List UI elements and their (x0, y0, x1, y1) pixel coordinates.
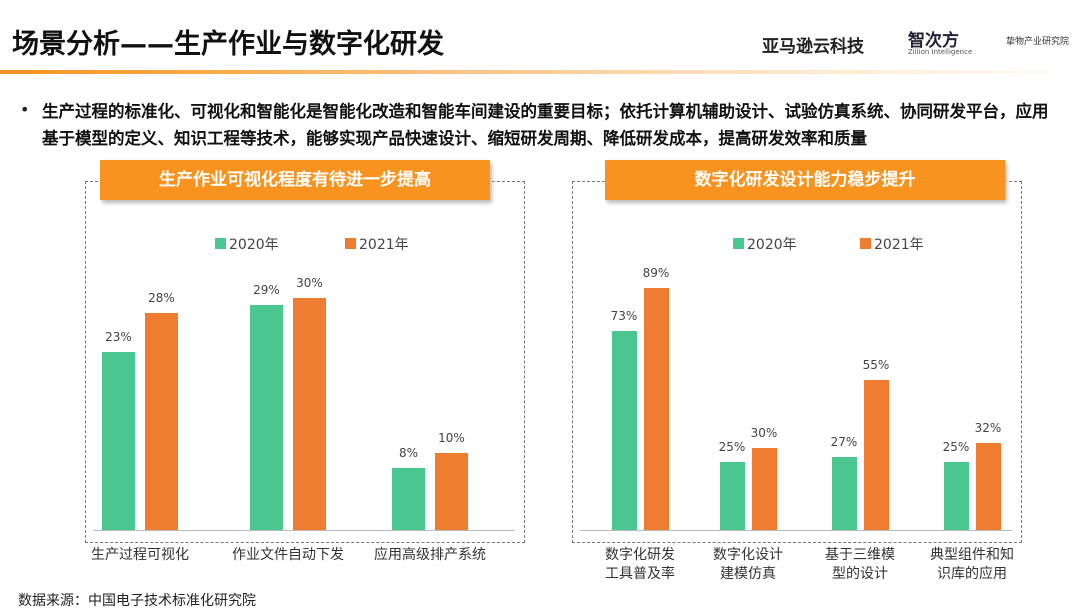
bar (863, 380, 889, 530)
legend-swatch (860, 238, 871, 249)
bar (250, 305, 283, 530)
x-tick-label: 典型组件和知 识库的应用 (930, 547, 1014, 582)
x-tick-label: 应用高级排产系统 (374, 547, 486, 563)
legend-label: 2021年 (874, 237, 924, 253)
legend-swatch (345, 238, 356, 249)
bar (102, 351, 135, 530)
bar (643, 287, 669, 530)
data-label: 27% (830, 434, 858, 449)
data-label: 30% (750, 426, 778, 441)
data-label: 8% (398, 446, 419, 460)
x-tick-label: 数字化研发 工具普及率 (605, 547, 675, 582)
bullet-dot: • (20, 100, 30, 119)
bar (719, 462, 745, 530)
legend-label: 2021年 (359, 237, 409, 253)
data-label: 30% (296, 275, 323, 290)
data-label: 89% (642, 265, 670, 280)
bar (943, 462, 969, 530)
x-tick-label: 生产过程可视化 (91, 547, 189, 563)
data-label: 55% (862, 358, 890, 373)
bar (435, 452, 468, 530)
bar (392, 468, 425, 530)
bullet-text: 生产过程的标准化、可视化和智能化是智能化改造和智能车间建设的重要目标；依托计算机… (42, 102, 1049, 148)
bar (145, 313, 178, 530)
axis-line (580, 530, 1012, 531)
legend-label: 2020年 (747, 237, 797, 253)
data-label: 29% (253, 283, 280, 298)
bar (975, 442, 1001, 530)
data-label: 10% (438, 430, 465, 445)
logo: 智次方 (908, 31, 959, 51)
x-tick-label: 数字化设计 建模仿真 (713, 547, 783, 582)
data-label: 23% (105, 329, 132, 344)
legend-label: 2020年 (229, 237, 279, 253)
title-rule (0, 70, 1080, 74)
bar (611, 331, 637, 530)
logo: 挚物产业研究院 (1006, 37, 1070, 47)
x-tick-label: 基于三维模 型的设计 (825, 547, 895, 582)
bar (831, 456, 857, 530)
data-label: 28% (148, 291, 175, 305)
axis-line (93, 530, 515, 531)
bar (751, 448, 777, 530)
chart-title: 生产作业可视化程度有待进一步提高 (100, 160, 490, 200)
bar (293, 297, 326, 530)
data-label: 25% (942, 440, 970, 454)
source: 数据来源：中国电子技术标准化研究院 (18, 593, 256, 608)
title: 场景分析——生产作业与数字化研发 (12, 29, 444, 60)
x-tick-label: 作业文件自动下发 (232, 547, 344, 563)
data-label: 73% (610, 309, 638, 324)
logo-sub: Zillion Intelligence (908, 48, 973, 56)
data-label: 25% (718, 440, 746, 454)
legend-swatch (733, 238, 744, 249)
data-label: 32% (974, 420, 1002, 435)
chart-title: 数字化研发设计能力稳步提升 (605, 160, 1005, 200)
logo: 亚马逊云科技 (762, 37, 864, 57)
legend-swatch (215, 238, 226, 249)
